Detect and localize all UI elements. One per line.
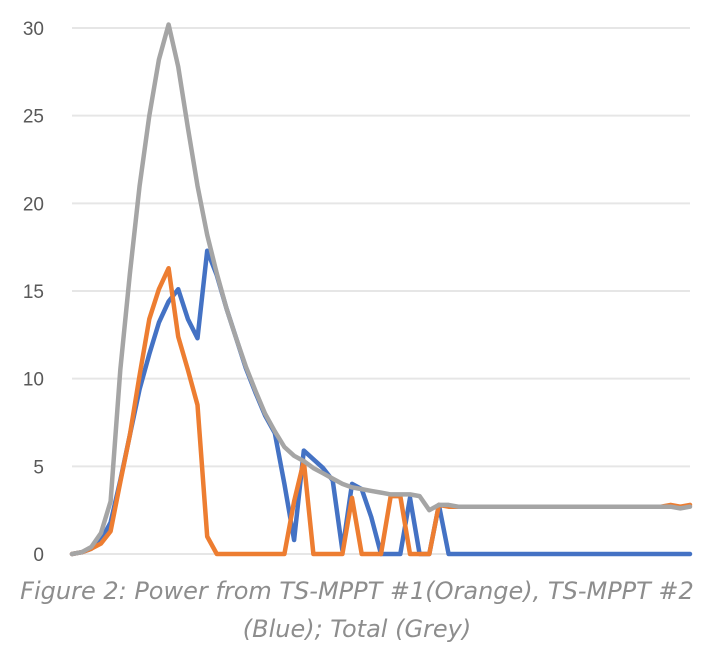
figure-caption: Figure 2: Power from TS-MPPT #1(Orange),… — [0, 572, 714, 648]
y-tick-label: 5 — [33, 457, 44, 478]
power-line-chart: 0 5 10 15 20 25 30 — [23, 19, 693, 566]
caption-line-1: Figure 2: Power from TS-MPPT #1(Orange),… — [20, 577, 694, 605]
caption-line-2: (Blue); Total (Grey) — [242, 615, 472, 643]
y-tick-label: 30 — [23, 19, 44, 40]
series-line-2 — [69, 22, 693, 557]
y-axis-ticks: 0 5 10 15 20 25 30 — [23, 19, 44, 566]
y-tick-label: 25 — [23, 107, 44, 128]
series-lines — [69, 22, 693, 557]
gridlines — [72, 27, 690, 555]
y-tick-label: 20 — [23, 194, 44, 215]
y-tick-label: 15 — [23, 282, 44, 303]
y-tick-label: 10 — [23, 370, 44, 391]
y-tick-label: 0 — [33, 545, 44, 566]
